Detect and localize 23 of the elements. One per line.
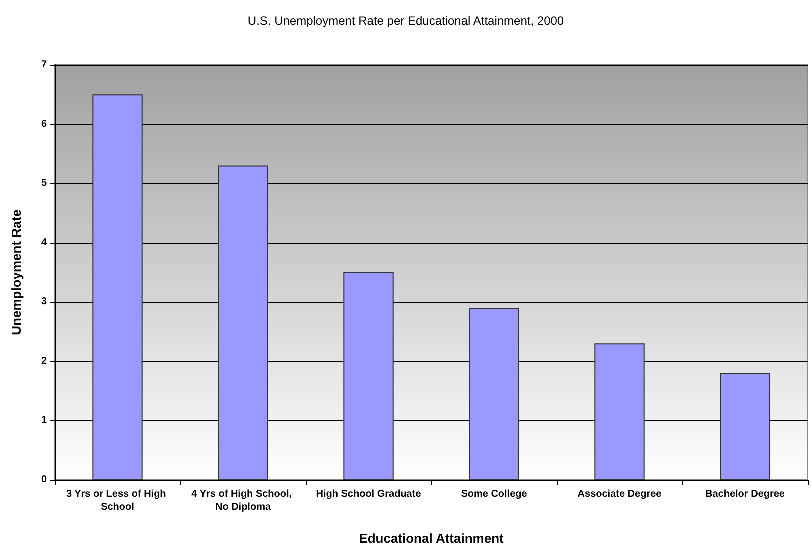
y-tick-label: 6 bbox=[41, 118, 48, 130]
chart-title: U.S. Unemployment Rate per Educational Attainment, 2000 bbox=[248, 14, 564, 28]
bar bbox=[469, 308, 520, 480]
x-tick-label: Associate Degree bbox=[578, 489, 662, 500]
x-tick-label: 4 Yrs of High School, No Diploma bbox=[192, 489, 295, 513]
x-tick-label: Some College bbox=[461, 489, 528, 500]
bar bbox=[92, 94, 143, 480]
x-tick-label: High School Graduate bbox=[316, 489, 422, 500]
bar bbox=[218, 166, 268, 480]
y-tick-label: 2 bbox=[41, 356, 48, 367]
x-tick-label: Bachelor Degree bbox=[706, 489, 786, 500]
y-tick-label: 7 bbox=[41, 60, 48, 70]
y-tick-label: 1 bbox=[41, 415, 48, 426]
bar bbox=[720, 373, 770, 480]
y-tick-label: 3 bbox=[41, 296, 48, 308]
y-tick-label: 0 bbox=[41, 474, 48, 486]
x-axis-title: Educational Attainment bbox=[359, 531, 505, 546]
y-tick-label: 4 bbox=[41, 237, 48, 248]
bar bbox=[344, 272, 394, 480]
y-axis-title: Unemployment Rate bbox=[9, 210, 24, 336]
x-tick-label: 3 Yrs or Less of High School bbox=[66, 489, 170, 513]
bar bbox=[594, 344, 645, 480]
y-tick-label: 5 bbox=[41, 178, 48, 190]
